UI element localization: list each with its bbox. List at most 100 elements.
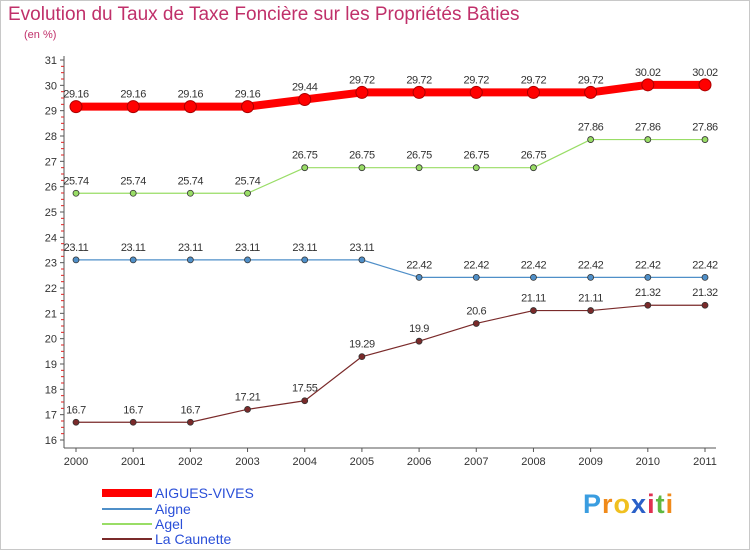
data-label: 23.11 (64, 242, 89, 254)
y-tick-label: 16 (45, 435, 57, 447)
data-point (584, 85, 598, 99)
data-label: 29.72 (349, 74, 375, 86)
data-point (701, 136, 709, 143)
y-tick-label: 31 (45, 55, 57, 67)
data-label: 26.75 (292, 150, 318, 162)
data-point (641, 78, 655, 92)
data-label: 30.02 (635, 67, 661, 79)
data-label: 25.74 (120, 175, 146, 187)
x-tick-label: 2005 (350, 456, 374, 468)
x-tick-label: 2011 (693, 456, 717, 468)
data-point (526, 85, 540, 99)
data-label: 29.16 (235, 89, 261, 101)
data-label: 23.11 (178, 242, 203, 254)
data-point (644, 273, 652, 281)
y-tick-label: 18 (45, 384, 57, 396)
y-tick-label: 25 (45, 207, 57, 219)
series-line (75, 304, 706, 423)
x-tick-label: 2008 (521, 456, 545, 468)
data-point (415, 164, 423, 172)
data-point (644, 301, 652, 309)
logo-letter: t (655, 489, 666, 519)
data-label: 27.86 (635, 122, 661, 134)
data-point (698, 78, 712, 92)
data-label: 26.75 (521, 150, 547, 162)
data-point (126, 100, 140, 114)
x-tick-label: 2000 (64, 456, 88, 468)
data-label: 19.29 (349, 339, 375, 351)
data-point (358, 353, 366, 361)
data-point (298, 93, 312, 107)
x-tick-label: 2003 (235, 456, 259, 468)
data-point (301, 397, 309, 405)
x-tick-label: 2009 (578, 456, 602, 468)
data-label: 22.42 (521, 259, 547, 271)
data-label: 29.16 (120, 89, 146, 101)
data-point (358, 256, 366, 264)
data-point (69, 100, 83, 114)
logo-letter: x (631, 489, 648, 519)
data-point (701, 301, 709, 309)
data-point (472, 273, 480, 281)
data-point (72, 189, 80, 197)
x-tick-label: 2010 (636, 456, 660, 468)
x-tick-label: 2006 (407, 456, 431, 468)
data-point (301, 256, 309, 264)
data-label: 29.72 (521, 74, 547, 86)
logo-letter: r (602, 489, 614, 519)
data-label: 30.02 (692, 67, 718, 79)
data-label: 21.11 (521, 293, 546, 305)
data-point (301, 164, 309, 172)
legend-label: Aigne (155, 501, 191, 517)
data-point (186, 256, 194, 264)
y-tick-label: 30 (45, 80, 57, 92)
data-point (530, 164, 537, 172)
logo-letter: i (647, 489, 656, 519)
data-label: 16.7 (66, 404, 86, 416)
data-label: 23.11 (121, 242, 146, 254)
logo-letter: i (665, 489, 675, 519)
data-label: 29.16 (63, 89, 89, 101)
x-tick-label: 2001 (121, 456, 145, 468)
data-label: 27.86 (692, 122, 718, 134)
data-point (129, 256, 137, 264)
data-point (412, 85, 426, 99)
data-point (355, 85, 369, 99)
logo-letter: o (613, 489, 632, 519)
y-tick-label: 27 (45, 156, 57, 168)
data-label: 25.74 (63, 175, 89, 187)
data-point (72, 256, 80, 264)
x-tick-label: 2004 (292, 456, 316, 468)
data-point (244, 189, 251, 197)
data-point (530, 307, 537, 314)
data-point (244, 256, 251, 264)
y-tick-label: 17 (45, 410, 57, 422)
data-point (472, 320, 480, 327)
data-label: 27.86 (578, 122, 604, 134)
y-tick-label: 22 (45, 283, 57, 295)
y-tick-label: 26 (45, 182, 57, 194)
data-label: 17.55 (292, 383, 318, 395)
legend-label: AIGUES-VIVES (155, 485, 254, 501)
data-point (469, 85, 483, 99)
data-label: 22.42 (692, 259, 718, 271)
series-line (75, 138, 706, 194)
chart-title: Evolution du Taux de Taxe Foncière sur l… (8, 4, 520, 25)
data-point (72, 418, 80, 426)
series-line (75, 259, 706, 278)
data-point (183, 100, 197, 114)
data-label: 22.42 (578, 259, 604, 271)
series-line (72, 80, 709, 111)
x-tick-label: 2007 (464, 456, 488, 468)
data-point (415, 273, 423, 281)
data-point (701, 273, 709, 281)
data-point (241, 100, 255, 114)
data-label: 21.32 (635, 287, 661, 299)
data-label: 29.72 (578, 74, 604, 86)
data-point (129, 418, 137, 426)
chart-subtitle: (en %) (24, 29, 57, 41)
y-tick-label: 29 (45, 106, 57, 118)
x-tick-label: 2002 (178, 456, 202, 468)
data-label: 16.7 (123, 404, 143, 416)
